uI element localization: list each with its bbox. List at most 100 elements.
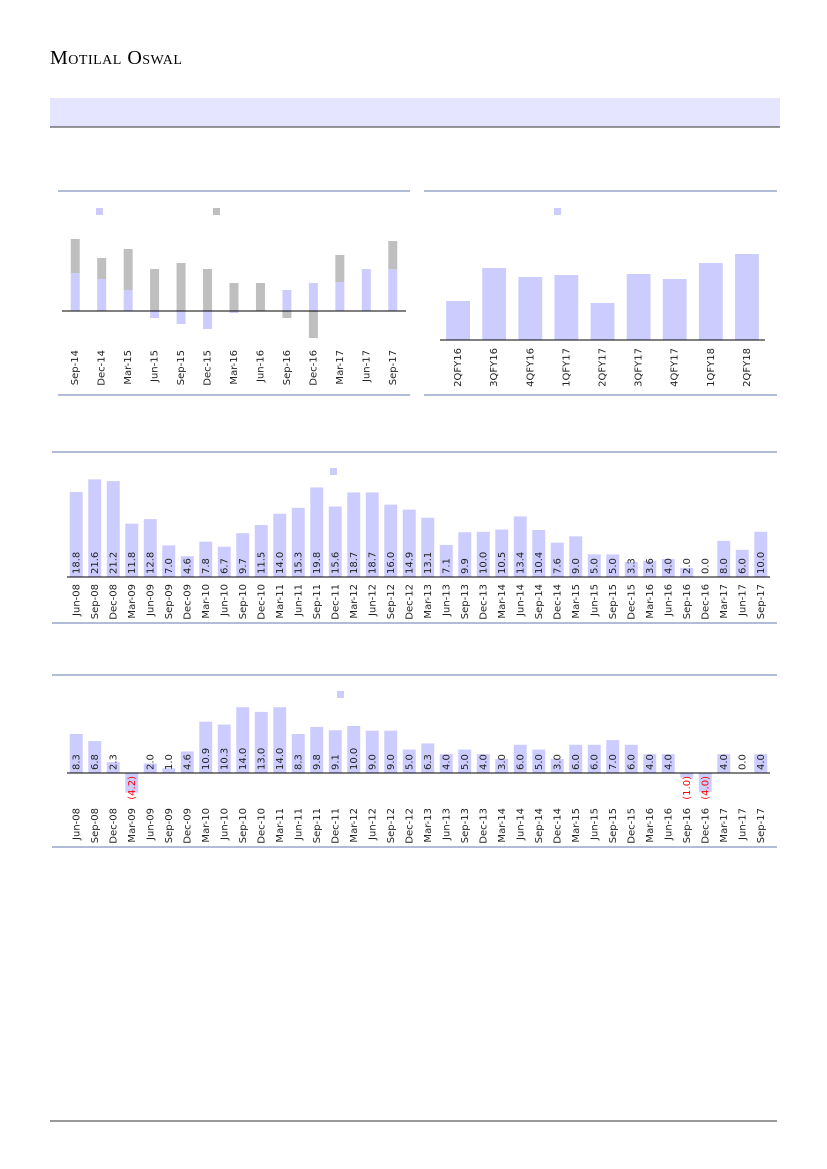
value-label: 6.7 (219, 558, 230, 574)
value-label: 19.8 (312, 552, 323, 574)
x-tick-label: Mar-12 (349, 808, 360, 843)
bar (125, 523, 139, 577)
x-tick-label: Mar-16 (229, 350, 240, 385)
x-tick-label: 3QFY17 (634, 348, 645, 387)
x-tick-label: Dec-13 (478, 584, 489, 620)
bar (273, 707, 287, 773)
bar (180, 556, 194, 577)
bar (735, 254, 759, 340)
x-tick-label: Mar-11 (275, 808, 286, 843)
value-label: 1.0 (164, 754, 175, 770)
x-tick-label: Sep-11 (312, 584, 323, 619)
value-label: 3.0 (552, 754, 563, 770)
x-tick-label: Dec-09 (182, 808, 193, 844)
x-tick-label: Dec-12 (404, 808, 415, 844)
bar (680, 567, 694, 577)
x-tick-label: Sep-10 (238, 584, 249, 619)
bar (554, 275, 579, 340)
value-label: (4.2) (127, 776, 138, 800)
bar (518, 277, 543, 340)
x-tick-label: Mar-14 (497, 808, 508, 843)
bar (680, 773, 694, 778)
x-tick-label: Jun-12 (367, 808, 378, 841)
x-tick-label: Dec-13 (478, 808, 489, 844)
value-label: 18.8 (71, 552, 82, 574)
bar (754, 754, 768, 773)
x-tick-label: Sep-13 (460, 808, 471, 843)
bar (199, 721, 213, 773)
bar (150, 311, 160, 318)
value-label: 3.3 (626, 558, 637, 574)
x-tick-label: Jun-16 (663, 584, 674, 617)
value-label: 6.0 (515, 754, 526, 770)
x-tick-label: Dec-14 (552, 808, 563, 844)
bar (388, 241, 398, 269)
x-tick-label: Sep-09 (164, 808, 175, 843)
value-label: 9.0 (571, 558, 582, 574)
x-tick-label: Jun-15 (150, 350, 161, 383)
bar (236, 707, 250, 773)
value-label: 10.9 (201, 748, 212, 770)
value-label: 9.9 (460, 558, 471, 574)
bar (513, 516, 527, 577)
x-tick-label: Jun-09 (145, 808, 156, 841)
value-label: 5.0 (404, 754, 415, 770)
bar (125, 773, 139, 793)
bar (308, 311, 318, 338)
bar (569, 744, 583, 773)
value-label: 6.0 (737, 558, 748, 574)
value-label: 2.0 (145, 754, 156, 770)
x-tick-label: Mar-17 (335, 350, 346, 385)
x-tick-label: 4QFY17 (670, 348, 681, 387)
x-tick-label: Dec-10 (256, 808, 267, 844)
x-tick-label: Mar-09 (127, 808, 138, 843)
bar (143, 763, 157, 773)
bar (310, 726, 324, 773)
x-tick-label: Dec-15 (203, 350, 214, 386)
value-label: 21.6 (90, 552, 101, 574)
x-tick-label: Mar-10 (201, 808, 212, 843)
x-tick-label: Sep-12 (386, 808, 397, 843)
x-tick-label: Sep-17 (388, 350, 399, 385)
bar (106, 481, 120, 577)
legend-swatch (337, 691, 344, 698)
x-tick-label: Sep-14 (534, 808, 545, 843)
value-label: 11.5 (256, 552, 267, 574)
bar (106, 762, 120, 773)
bar (70, 273, 80, 311)
x-tick-label: Sep-14 (534, 584, 545, 619)
x-tick-label: Dec-11 (330, 584, 341, 620)
bar (624, 744, 638, 773)
x-tick-label: Jun-11 (293, 808, 304, 841)
value-label: 10.0 (349, 748, 360, 770)
x-tick-label: 2QFY18 (742, 348, 753, 387)
bar (69, 491, 83, 577)
bar (661, 754, 675, 773)
bar (291, 507, 305, 577)
x-tick-label: Mar-09 (127, 584, 138, 619)
bar (203, 269, 213, 311)
x-tick-label: Dec-14 (552, 584, 563, 620)
bar (587, 744, 601, 773)
x-tick-label: Mar-12 (349, 584, 360, 619)
x-tick-label: Sep-15 (608, 808, 619, 843)
x-tick-label: Dec-15 (626, 584, 637, 620)
value-label: 5.0 (534, 754, 545, 770)
x-tick-label: Mar-16 (645, 584, 656, 619)
x-tick-label: Mar-17 (719, 584, 730, 619)
bar (229, 311, 239, 313)
bar (532, 749, 546, 773)
x-tick-label: Dec-10 (256, 584, 267, 620)
x-tick-label: Mar-14 (497, 584, 508, 619)
value-label: 4.0 (478, 754, 489, 770)
x-tick-label: Mar-15 (123, 350, 134, 385)
legend-swatch (96, 208, 103, 215)
bar (532, 529, 546, 577)
value-label: 14.0 (275, 748, 286, 770)
bar (176, 263, 186, 311)
value-label: 9.0 (386, 754, 397, 770)
x-tick-label: Jun-11 (293, 584, 304, 617)
x-tick-label: Jun-15 (589, 808, 600, 841)
bar (88, 479, 102, 577)
bar (606, 554, 620, 577)
